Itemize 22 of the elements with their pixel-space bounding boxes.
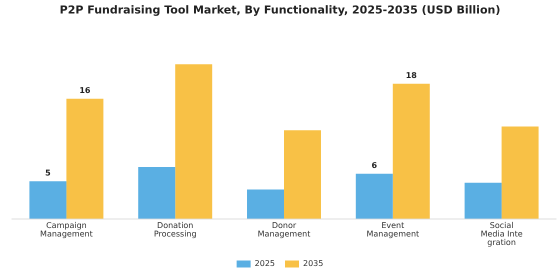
data-label: 6 [372, 160, 378, 170]
legend-label: 2035 [303, 259, 324, 268]
x-tick-label: Donation Processing [154, 221, 197, 238]
bar [464, 182, 502, 219]
chart-title: P2P Fundraising Tool Market, By Functionality, 2025-2035 (USD Billion) [60, 3, 500, 16]
data-label: 5 [45, 168, 52, 178]
bar [356, 174, 393, 219]
legend-label: 2025 [254, 259, 275, 268]
bar [29, 181, 66, 219]
bar [284, 130, 321, 219]
bar [392, 84, 430, 219]
x-tick-label: Event Management [366, 221, 420, 238]
bar [138, 167, 176, 219]
data-label: 18 [406, 70, 418, 80]
data-label: 16 [79, 86, 91, 95]
bar [502, 126, 539, 219]
x-tick-label: Social Media Inte gration [480, 221, 523, 247]
x-tick-label: Donor Management [258, 221, 310, 238]
bar [175, 64, 212, 219]
x-tick-label: Campaign Management [40, 221, 93, 238]
bar [66, 98, 104, 219]
bar [247, 190, 284, 219]
